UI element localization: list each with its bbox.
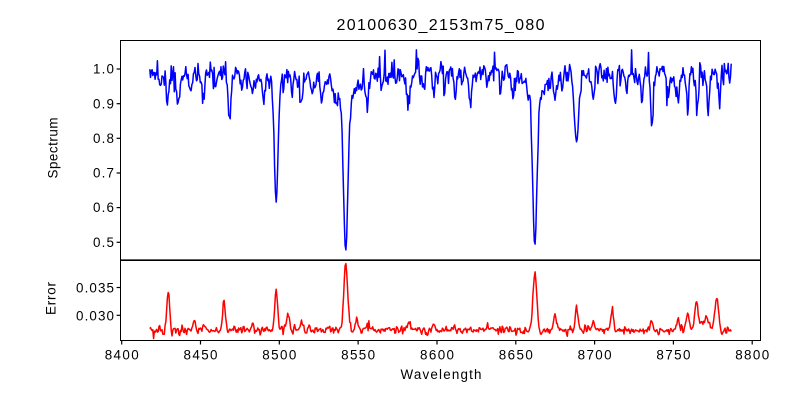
svg-text:1.0: 1.0 [93, 62, 114, 77]
svg-text:20100630_2153m75_080: 20100630_2153m75_080 [337, 17, 545, 34]
svg-text:8450: 8450 [184, 347, 218, 362]
svg-text:8600: 8600 [420, 347, 454, 362]
svg-text:Spectrum: Spectrum [45, 118, 60, 179]
svg-text:8500: 8500 [262, 347, 296, 362]
svg-text:0.030: 0.030 [76, 309, 114, 324]
svg-text:Wavelength: Wavelength [401, 367, 482, 382]
svg-text:8800: 8800 [735, 347, 769, 362]
svg-text:0.5: 0.5 [93, 235, 114, 250]
svg-text:0.9: 0.9 [93, 96, 114, 111]
svg-text:0.8: 0.8 [93, 131, 114, 146]
svg-text:0.035: 0.035 [76, 281, 114, 296]
svg-text:0.7: 0.7 [93, 166, 114, 181]
svg-text:8650: 8650 [499, 347, 533, 362]
svg-text:Error: Error [44, 281, 59, 315]
svg-text:8700: 8700 [578, 347, 612, 362]
svg-text:0.6: 0.6 [93, 200, 114, 215]
svg-text:8400: 8400 [105, 347, 139, 362]
svg-text:8750: 8750 [656, 347, 690, 362]
svg-text:8550: 8550 [341, 347, 375, 362]
